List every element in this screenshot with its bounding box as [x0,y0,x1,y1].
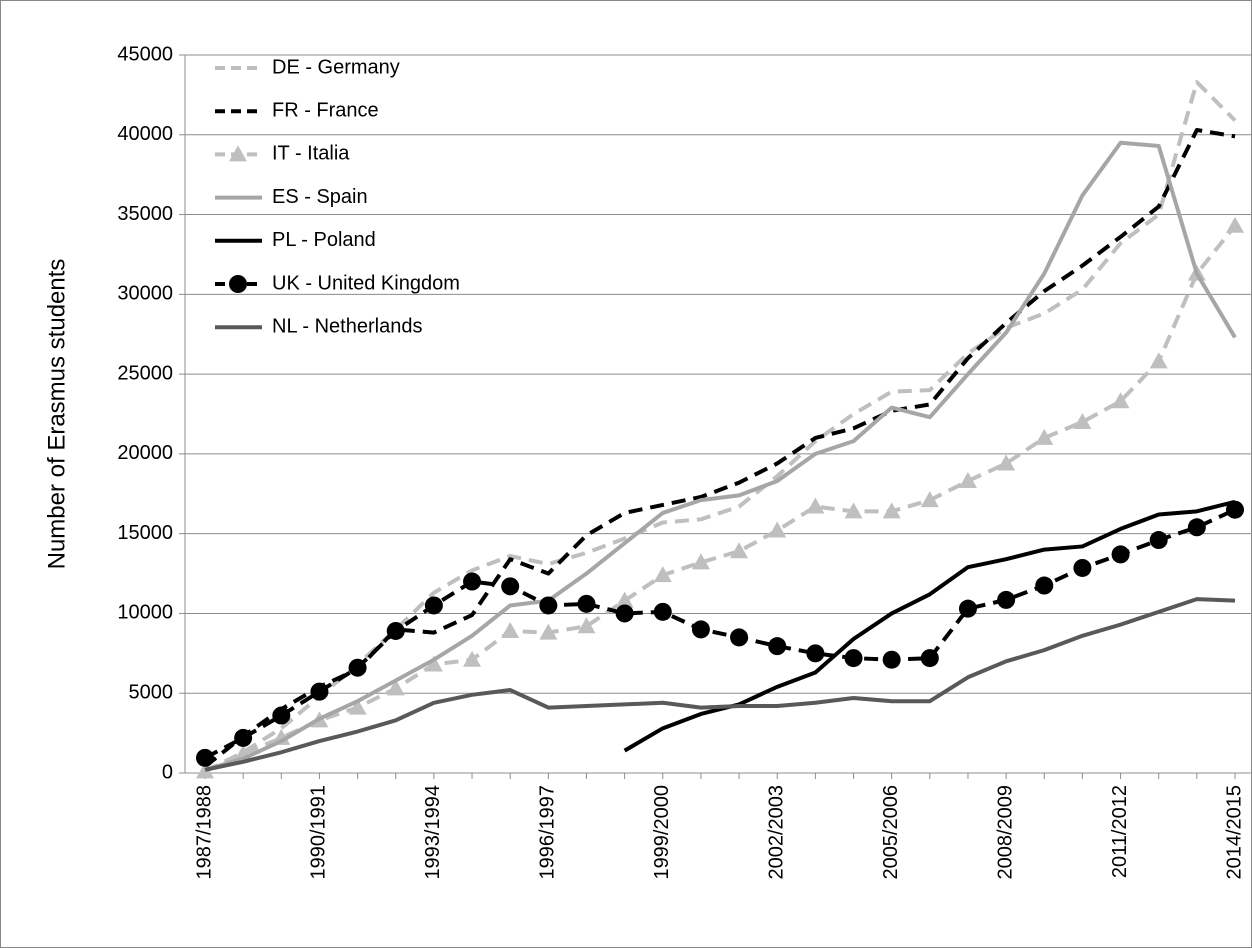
data-point [424,655,443,672]
data-point [310,682,329,701]
y-tick-label: 30000 [117,283,173,305]
data-point [615,604,634,623]
y-axis-title: Number of Erasmus students [43,259,70,570]
x-tick-label: 1996/1997 [537,785,559,880]
data-point [882,502,901,519]
data-point [691,553,710,570]
data-point [1226,500,1244,519]
legend-label: FR - France [272,99,379,121]
data-point [920,649,939,668]
data-point [615,591,634,608]
data-point [386,621,405,640]
data-point [730,628,749,647]
y-tick-label: 35000 [117,203,173,225]
x-tick-label: 1999/2000 [651,785,673,880]
y-tick-label: 0 [162,761,173,783]
y-tick-label: 20000 [117,442,173,464]
data-point [272,728,291,745]
data-point [501,621,520,638]
series-line [204,224,1237,774]
y-tick-label: 45000 [117,43,173,65]
data-point [272,706,291,725]
legend-label: PL - Poland [272,229,376,251]
data-point [920,491,939,508]
x-tick-label: 2002/2003 [766,785,788,880]
data-point [768,521,787,538]
data-point [653,566,672,583]
series-line [204,507,1236,760]
data-point [234,728,253,747]
data-point [348,698,367,715]
x-tick-label: 2014/2015 [1223,785,1245,880]
legend-label: ES - Spain [272,186,368,208]
data-point [424,596,443,615]
data-point [844,502,863,519]
data-point [1149,352,1168,369]
data-point [730,542,749,559]
data-point [196,762,214,779]
data-point [501,577,520,596]
series-line [204,140,1237,772]
data-point [958,599,977,618]
data-point [844,649,863,668]
x-tick-label: 1993/1994 [422,785,444,880]
data-point [348,658,367,677]
data-point [1035,576,1054,595]
data-point [882,650,901,669]
data-point [997,590,1016,609]
data-point [691,620,710,639]
y-tick-label: 5000 [129,682,174,704]
data-point [768,637,787,656]
data-point [577,617,596,634]
data-point [806,644,825,663]
data-point [386,679,405,696]
data-point [196,748,214,767]
data-point [958,472,977,489]
data-point [1187,518,1206,537]
x-tick-label: 1990/1991 [308,785,330,880]
data-point [1226,216,1244,233]
legend-label: NL - Netherlands [272,315,422,337]
data-point [577,594,596,613]
data-point [539,623,558,640]
data-point [653,602,672,621]
y-tick-label: 15000 [117,522,173,544]
x-tick-label: 2005/2006 [880,785,902,880]
data-point [1149,531,1168,550]
x-tick-label: 2008/2009 [994,785,1016,880]
legend-label: DE - Germany [272,56,400,78]
y-tick-label: 40000 [117,123,173,145]
data-point [539,596,558,615]
y-tick-label: 25000 [117,362,173,384]
x-tick-label: 1987/1988 [193,785,215,880]
legend-marker [229,145,247,162]
data-point [1111,545,1130,564]
data-point [1073,412,1092,429]
data-point [806,497,825,514]
series-line [204,597,1236,772]
series-line [204,80,1237,774]
data-point [1073,558,1092,577]
data-point [463,650,482,667]
data-point [1035,428,1054,445]
x-tick-label: 2011/2012 [1109,785,1131,878]
legend-label: IT - Italia [272,143,350,165]
data-point [1111,392,1130,409]
data-point [997,454,1016,471]
legend-marker [229,275,247,293]
data-point [463,572,482,591]
y-tick-label: 10000 [117,602,173,624]
legend-label: UK - United Kingdom [272,272,460,294]
